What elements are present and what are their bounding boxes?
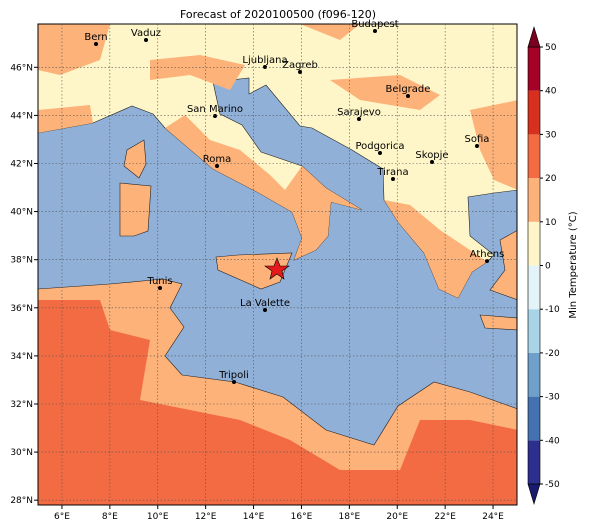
city-dot <box>475 144 479 148</box>
turkey-land <box>479 230 517 331</box>
colorbar-tick-label: 20 <box>545 174 557 184</box>
city-dot <box>373 29 377 33</box>
colorbar-segment <box>528 178 540 222</box>
y-tick-label: 30°N <box>10 448 33 458</box>
city-dot <box>213 114 217 118</box>
city-label: Sarajevo <box>337 107 381 118</box>
x-tick-label: 12°E <box>195 512 217 522</box>
colorbar-segment <box>528 309 540 353</box>
city-label: Tripoli <box>218 370 249 381</box>
colorbar-segment <box>528 440 540 484</box>
city-dot <box>430 160 434 164</box>
sardinia <box>119 182 152 237</box>
event-star <box>264 257 290 280</box>
city-label: Roma <box>203 154 232 165</box>
city-label: Vaduz <box>131 28 161 39</box>
city-label: Athens <box>470 249 505 260</box>
city-dot <box>263 308 267 312</box>
map-frame <box>37 23 518 506</box>
warm-zone <box>38 24 517 298</box>
colorbar-segment <box>528 221 540 266</box>
city-dot <box>378 151 382 155</box>
sicily <box>215 252 293 290</box>
y-tick-label: 32°N <box>10 400 33 410</box>
colorbar-segment <box>528 134 540 179</box>
corsica <box>123 139 147 179</box>
x-tick-label: 10°E <box>147 512 169 522</box>
x-tick-label: 24°E <box>482 512 504 522</box>
colorbar-segment <box>528 352 540 397</box>
city-label: Bern <box>84 32 107 43</box>
x-tick-label: 20°E <box>386 512 408 522</box>
colorbar-segment <box>528 90 540 135</box>
x-tick-label: 22°E <box>434 512 456 522</box>
y-tick-label: 42°N <box>10 159 33 169</box>
city-dot <box>263 65 267 69</box>
city-label: Zagreb <box>282 60 318 71</box>
city-label: Belgrade <box>386 84 431 95</box>
city-dot <box>406 94 410 98</box>
colorbar-tick-label: 10 <box>545 218 557 228</box>
x-tick-label: 8°E <box>102 512 118 522</box>
colorbar-tick-label: 40 <box>545 87 557 97</box>
y-tick-label: 34°N <box>10 352 33 362</box>
city-label: Budapest <box>351 19 398 30</box>
city-dot <box>298 70 302 74</box>
city-dot <box>232 380 236 384</box>
y-tick-label: 28°N <box>10 496 33 506</box>
city-label: Skopje <box>415 150 448 161</box>
x-tick-label: 16°E <box>291 512 313 522</box>
y-tick-label: 44°N <box>10 111 33 121</box>
city-dot <box>391 177 395 181</box>
x-tick-label: 18°E <box>339 512 361 522</box>
colorbar-label: Min Temperature (°C) <box>568 211 579 318</box>
city-label: Ljubljana <box>242 55 287 66</box>
colorbar-tick-label: -40 <box>545 436 560 446</box>
city-label: Tunis <box>146 276 172 287</box>
city-label: Podgorica <box>355 141 404 152</box>
colorbar-arrow-bottom <box>527 483 541 506</box>
colorbar-tick-label: 0 <box>545 262 551 272</box>
colorbar-segment <box>528 396 540 441</box>
city-dot <box>94 42 98 46</box>
y-tick-label: 36°N <box>10 304 33 314</box>
colorbar-arrow-top <box>527 25 541 48</box>
colorbar-segment <box>528 47 540 91</box>
city-dot <box>357 117 361 121</box>
colorbar-tick-label: -30 <box>545 393 560 403</box>
y-tick-label: 38°N <box>10 256 33 266</box>
city-label: Tirana <box>376 167 408 178</box>
city-label: San Marino <box>187 104 243 115</box>
city-label: La Valette <box>240 298 290 309</box>
hot-zone <box>38 300 517 505</box>
colorbar-tick-label: 30 <box>545 130 557 140</box>
colorbar-tick-label: -50 <box>545 480 560 490</box>
colorbar-segment <box>528 265 540 310</box>
colorbar-tick-label: -10 <box>545 305 560 315</box>
y-tick-label: 46°N <box>10 63 33 73</box>
title: Forecast of 2020100500 (f096-120) <box>180 8 376 21</box>
x-tick-label: 6°E <box>54 512 70 522</box>
y-tick-label: 40°N <box>10 208 33 218</box>
city-dot <box>158 286 162 290</box>
city-dot <box>215 164 219 168</box>
city-label: Sofia <box>465 134 490 145</box>
city-dot <box>485 259 489 263</box>
x-tick-label: 14°E <box>243 512 265 522</box>
colorbar-tick-label: -20 <box>545 349 560 359</box>
colorbar-tick-label: 50 <box>545 43 557 53</box>
city-dot <box>144 38 148 42</box>
